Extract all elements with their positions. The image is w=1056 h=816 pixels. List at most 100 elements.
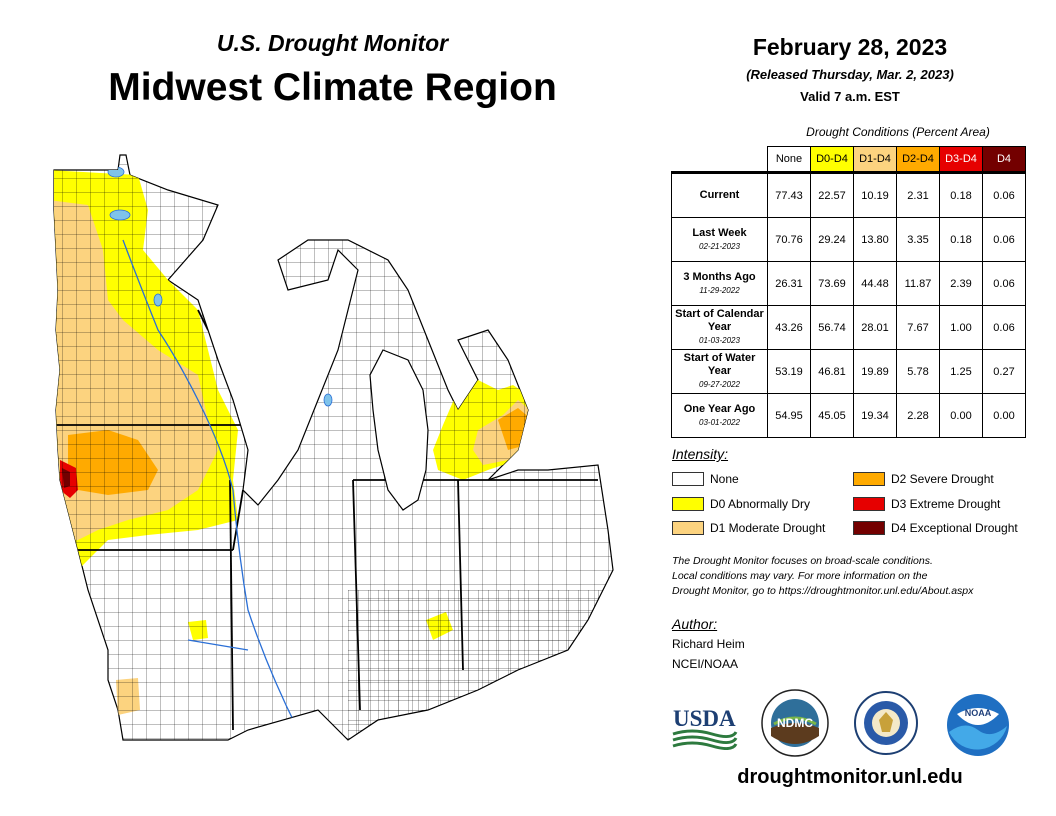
table-cell: 53.19 — [767, 349, 811, 394]
row-label: 3 Months Ago 11-29-2022 — [671, 261, 768, 306]
svg-text:NDMC: NDMC — [777, 716, 813, 730]
table-cell: 46.81 — [810, 349, 854, 394]
table-cell: 3.35 — [896, 217, 940, 262]
legend-swatch — [672, 497, 704, 511]
col-header-d4: D4 — [982, 146, 1026, 173]
author-name: Richard Heim — [672, 637, 745, 651]
table-cell: 70.76 — [767, 217, 811, 262]
table-cell: 1.00 — [939, 305, 983, 350]
table-cell: 0.27 — [982, 349, 1026, 394]
table-cell: 22.57 — [810, 171, 854, 218]
county-grid-east — [348, 590, 613, 740]
table-cell: 45.05 — [810, 393, 854, 438]
author-org: NCEI/NOAA — [672, 657, 739, 671]
table-cell: 56.74 — [810, 305, 854, 350]
row-label: Start of Water Year 09-27-2022 — [671, 349, 768, 394]
col-header-d0-d4: D0-D4 — [810, 146, 854, 173]
table-cell: 10.19 — [853, 171, 897, 218]
table-row: 3 Months Ago 11-29-2022 26.31 73.69 44.48… — [671, 261, 1026, 306]
row-label: Last Week 02-21-2023 — [671, 217, 768, 262]
table-cell: 73.69 — [810, 261, 854, 306]
col-header-d1-d4: D1-D4 — [853, 146, 897, 173]
table-row: Current 77.43 22.57 10.19 2.31 0.18 0.06 — [671, 171, 1026, 218]
table-row: Last Week 02-21-2023 70.76 29.24 13.80 3.… — [671, 217, 1026, 262]
table-cell: 54.95 — [767, 393, 811, 438]
map-date: February 28, 2023 — [752, 34, 948, 60]
table-cell: 26.31 — [767, 261, 811, 306]
ndmc-logo: NDMC — [761, 689, 829, 757]
legend-item-d1: D1 Moderate Drought — [672, 520, 825, 536]
svg-text:USDA: USDA — [673, 706, 736, 731]
table-cell: 13.80 — [853, 217, 897, 262]
legend-label: D3 Extreme Drought — [891, 497, 1001, 511]
midwest-drought-map — [53, 154, 614, 741]
legend-swatch — [853, 497, 885, 511]
doc-seal-logo — [854, 691, 918, 755]
legend-title: Intensity: — [672, 446, 729, 462]
table-cell: 5.78 — [896, 349, 940, 394]
svg-text:NOAA: NOAA — [965, 708, 992, 718]
table-cell: 2.28 — [896, 393, 940, 438]
map-subtitle: U.S. Drought Monitor — [216, 30, 449, 56]
note-line: Drought Monitor, go to https://droughtmo… — [672, 585, 974, 597]
table-cell: 0.18 — [939, 171, 983, 218]
noaa-logo: NOAA — [947, 694, 1009, 756]
legend-item-d2: D2 Severe Drought — [853, 471, 994, 487]
table-cell: 1.25 — [939, 349, 983, 394]
col-header-d3-d4: D3-D4 — [939, 146, 983, 173]
row-label: Start of Calendar Year 01-03-2023 — [671, 305, 768, 350]
table-row: Start of Calendar Year 01-03-2023 43.26 5… — [671, 305, 1026, 350]
table-cell: 29.24 — [810, 217, 854, 262]
note-line: The Drought Monitor focuses on broad-sca… — [672, 555, 933, 567]
website-url[interactable]: droughtmonitor.unl.edu — [737, 766, 963, 788]
lake — [323, 393, 333, 407]
row-label: One Year Ago 03-01-2022 — [671, 393, 768, 438]
legend-label: D4 Exceptional Drought — [891, 521, 1018, 535]
table-cell: 11.87 — [896, 261, 940, 306]
legend-item-d0: D0 Abnormally Dry — [672, 496, 810, 512]
drought-stats-table: None D0-D4 D1-D4 D2-D4 D3-D4 D4 Current … — [671, 146, 1026, 438]
legend-label: D1 Moderate Drought — [710, 521, 826, 535]
author-heading: Author: — [672, 616, 718, 632]
legend-label: None — [710, 472, 739, 486]
legend-swatch — [853, 521, 885, 535]
row-label: Current — [671, 171, 768, 218]
lake — [107, 166, 125, 178]
legend-swatch — [853, 472, 885, 486]
legend-item-d3: D3 Extreme Drought — [853, 496, 1000, 512]
table-row: Start of Water Year 09-27-2022 53.19 46.8… — [671, 349, 1026, 394]
table-corner — [672, 147, 768, 173]
legend-label: D2 Severe Drought — [891, 472, 994, 486]
table-cell: 77.43 — [767, 171, 811, 218]
note-line: Local conditions may vary. For more info… — [672, 570, 928, 582]
legend-swatch — [672, 472, 704, 486]
table-cell: 43.26 — [767, 305, 811, 350]
legend-swatch — [672, 521, 704, 535]
table-cell: 0.18 — [939, 217, 983, 262]
col-header-d2-d4: D2-D4 — [896, 146, 940, 173]
table-cell: 0.00 — [939, 393, 983, 438]
table-cell: 28.01 — [853, 305, 897, 350]
table-cell: 19.89 — [853, 349, 897, 394]
table-cell: 0.06 — [982, 261, 1026, 306]
table-cell: 0.06 — [982, 217, 1026, 262]
lake — [109, 209, 131, 221]
legend-label: D0 Abnormally Dry — [710, 497, 811, 511]
table-cell: 19.34 — [853, 393, 897, 438]
legend-item-none: None — [672, 471, 739, 487]
release-date: (Released Thursday, Mar. 2, 2023) — [746, 67, 954, 82]
table-caption: Drought Conditions (Percent Area) — [806, 125, 990, 139]
table-cell: 0.00 — [982, 393, 1026, 438]
lake — [153, 293, 163, 307]
valid-time: Valid 7 a.m. EST — [800, 89, 900, 104]
table-cell: 44.48 — [853, 261, 897, 306]
disclaimer-note: The Drought Monitor focuses on broad-sca… — [672, 554, 1042, 599]
map-title: Midwest Climate Region — [108, 66, 557, 109]
table-cell: 0.06 — [982, 305, 1026, 350]
table-cell: 0.06 — [982, 171, 1026, 218]
table-cell: 2.39 — [939, 261, 983, 306]
table-cell: 2.31 — [896, 171, 940, 218]
lake-michigan — [369, 349, 429, 511]
state-borders — [56, 309, 598, 731]
col-header-none: None — [767, 146, 811, 173]
